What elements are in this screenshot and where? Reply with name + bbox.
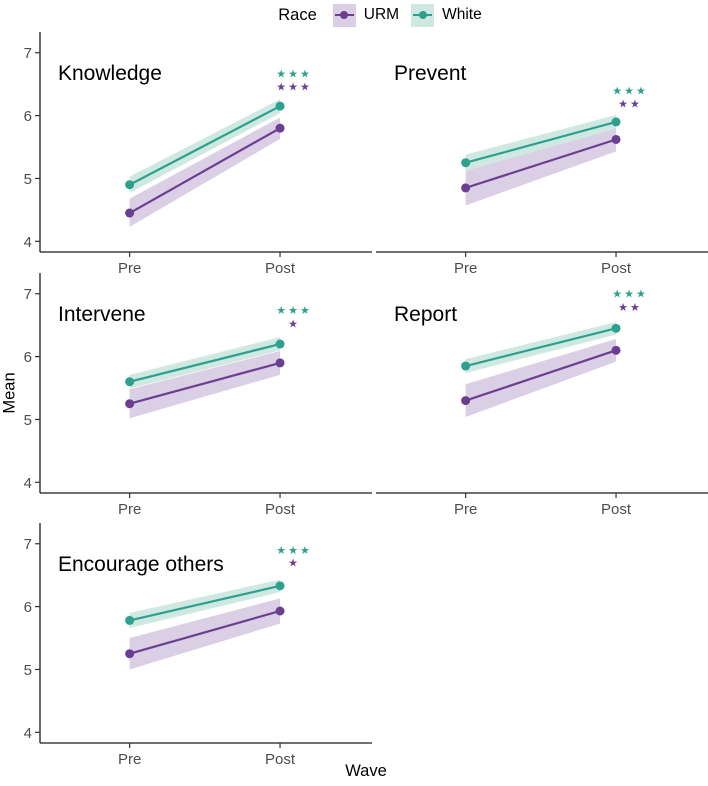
svg-text:Post: Post xyxy=(601,260,632,277)
svg-text:4: 4 xyxy=(24,725,32,742)
svg-text:5: 5 xyxy=(24,662,32,679)
svg-text:★★★: ★★★ xyxy=(276,82,312,94)
white-dot-icon xyxy=(418,11,427,19)
svg-text:Pre: Pre xyxy=(454,260,477,277)
urm-dot-icon xyxy=(340,11,349,19)
urm-swatch-icon xyxy=(332,3,356,27)
svg-text:Intervene: Intervene xyxy=(58,303,146,326)
svg-text:★★★: ★★★ xyxy=(612,85,648,97)
svg-text:6: 6 xyxy=(24,108,32,125)
svg-text:★★★: ★★★ xyxy=(612,289,648,301)
white-swatch-icon xyxy=(411,3,435,27)
svg-text:★★: ★★ xyxy=(618,302,642,314)
svg-text:★★★: ★★★ xyxy=(276,68,312,80)
svg-text:Prevent: Prevent xyxy=(394,62,467,85)
svg-text:6: 6 xyxy=(24,349,32,366)
svg-text:7: 7 xyxy=(24,536,32,553)
panel-intervene: Pre Post 4 5 6 7 Intervene ★★★★ xyxy=(24,273,372,518)
svg-text:7: 7 xyxy=(24,45,32,62)
svg-text:Post: Post xyxy=(265,751,296,768)
x-axis-title: Wave xyxy=(345,762,387,780)
svg-text:Encourage others: Encourage others xyxy=(58,553,224,576)
svg-text:Knowledge: Knowledge xyxy=(58,62,162,85)
svg-text:7: 7 xyxy=(24,286,32,303)
legend-label-white: White xyxy=(442,6,482,23)
svg-text:4: 4 xyxy=(24,475,32,492)
svg-text:★: ★ xyxy=(288,558,300,570)
svg-text:★★★: ★★★ xyxy=(276,545,312,557)
svg-text:Pre: Pre xyxy=(118,260,141,277)
legend-key-white: White xyxy=(411,3,482,27)
legend-label-urm: URM xyxy=(363,6,400,23)
panel-report: Pre Post Report ★★★★★ xyxy=(376,289,708,518)
svg-text:Pre: Pre xyxy=(118,501,141,518)
svg-text:4: 4 xyxy=(24,234,32,251)
legend: Race URM White xyxy=(0,0,708,30)
svg-text:5: 5 xyxy=(24,412,32,429)
svg-text:Post: Post xyxy=(265,260,296,277)
svg-text:★★★: ★★★ xyxy=(276,305,312,317)
panel-knowledge: Pre Post 4 5 6 7 Knowledge ★★★ ★★★ xyxy=(24,32,372,277)
svg-text:6: 6 xyxy=(24,599,32,616)
legend-title: Race xyxy=(278,5,317,24)
svg-text:Post: Post xyxy=(601,501,632,518)
panel-encourage-others: Pre Post 4 5 6 7 Encourage others ★★★★ xyxy=(24,523,372,768)
svg-text:★: ★ xyxy=(288,318,300,330)
svg-text:Pre: Pre xyxy=(118,751,141,768)
svg-text:Report: Report xyxy=(394,303,457,326)
svg-text:★★: ★★ xyxy=(618,99,642,111)
svg-text:5: 5 xyxy=(24,171,32,188)
svg-text:Post: Post xyxy=(265,501,296,518)
svg-text:Pre: Pre xyxy=(454,501,477,518)
legend-key-urm: URM xyxy=(332,3,400,27)
